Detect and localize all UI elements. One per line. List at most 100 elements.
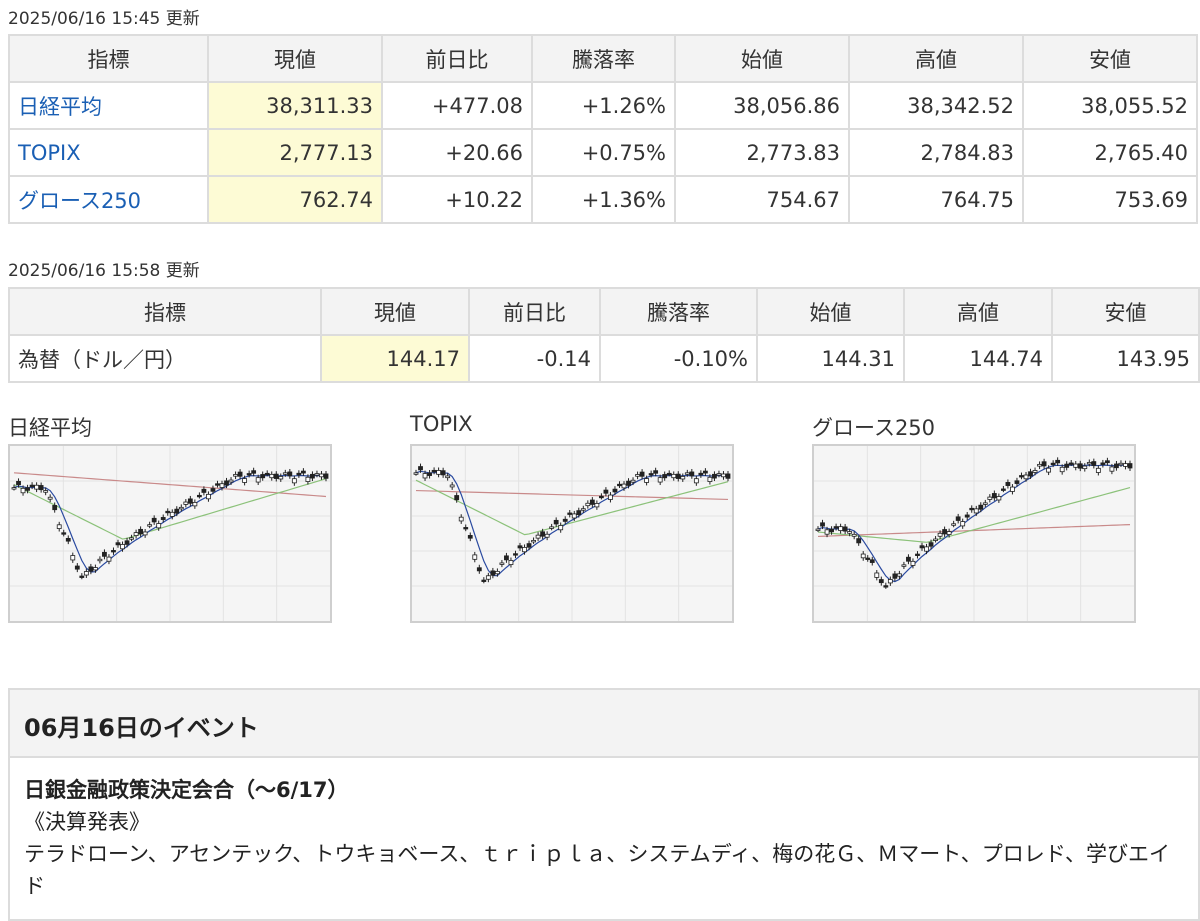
- candle-body: [824, 529, 830, 535]
- candle-body: [973, 508, 979, 514]
- candle-body: [910, 560, 916, 566]
- chart-topix[interactable]: [410, 444, 734, 623]
- candle-body: [933, 538, 938, 541]
- stock-index-table: 指標 現値 前日比 騰落率 始値 高値 安値 日経平均 38,311.33 +4…: [8, 34, 1198, 224]
- candle-body: [449, 484, 455, 488]
- candle-body: [427, 472, 432, 476]
- event-headline: 日銀金融政策決定会合（～6/17）: [24, 778, 349, 802]
- candle-body: [915, 553, 920, 556]
- candle-body: [106, 556, 112, 562]
- candle-body: [273, 473, 279, 479]
- candle-body: [92, 567, 98, 571]
- nikkei-candlestick-chart: [10, 446, 330, 621]
- candle-body: [657, 477, 663, 483]
- candle-body: [707, 476, 713, 482]
- fx-update-timestamp: 2025/06/16 15:58 更新: [8, 261, 200, 281]
- candle-body: [102, 551, 107, 557]
- candle-body: [1046, 467, 1052, 473]
- candle-body: [842, 526, 848, 532]
- nikkei-link[interactable]: 日経平均: [18, 94, 102, 119]
- candle-body: [120, 544, 125, 550]
- table-row: TOPIX 2,777.13 +20.66 +0.75% 2,773.83 2,…: [8, 128, 1198, 177]
- candle-body: [946, 531, 952, 535]
- candle-body: [74, 565, 80, 570]
- table-row: グロース250 762.74 +10.22 +1.36% 754.67 764.…: [8, 175, 1198, 224]
- candle-body: [269, 473, 275, 479]
- candle-body: [1014, 480, 1020, 484]
- high-value: 764.75: [848, 175, 1024, 224]
- candle-body: [97, 558, 103, 562]
- candle-body: [924, 546, 929, 552]
- table-row: 為替（ドル／円） 144.17 -0.14 -0.10% 144.31 144.…: [8, 334, 1200, 383]
- candle-body: [160, 517, 166, 520]
- candle-body: [260, 474, 266, 479]
- low-value: 143.95: [1051, 334, 1200, 383]
- candle-body: [485, 575, 491, 580]
- candle-body: [1041, 461, 1047, 467]
- candle-body: [34, 484, 40, 490]
- candle-body: [174, 508, 180, 514]
- candle-body: [675, 473, 681, 479]
- candle-body: [1091, 461, 1097, 466]
- candle-body: [138, 528, 144, 535]
- candle-body: [928, 542, 934, 547]
- candle-body: [815, 528, 821, 531]
- candle-body: [585, 502, 591, 507]
- candle-body: [535, 534, 541, 539]
- candle-body: [472, 554, 478, 560]
- candle-body: [1059, 466, 1065, 473]
- candle-body: [580, 508, 586, 511]
- candle-body: [608, 494, 613, 500]
- events-header: [10, 690, 1198, 758]
- change-value: +20.66: [381, 128, 533, 177]
- candle-body: [558, 525, 564, 531]
- candle-body: [847, 531, 853, 534]
- candle-body: [79, 575, 85, 578]
- candle-body: [680, 476, 686, 480]
- candle-body: [187, 498, 193, 504]
- candle-body: [43, 490, 49, 493]
- moving-average-line: [415, 489, 729, 501]
- candle-body: [11, 487, 17, 490]
- candle-body: [712, 473, 717, 479]
- header-open: 始値: [674, 34, 850, 83]
- candle-body: [178, 506, 184, 510]
- chart-grid: [814, 446, 1134, 621]
- change-value: +10.22: [381, 175, 533, 224]
- index-name-cell[interactable]: 日経平均: [8, 81, 209, 130]
- topix-link[interactable]: TOPIX: [18, 140, 81, 165]
- table-header-row: 指標 現値 前日比 騰落率 始値 高値 安値: [8, 287, 1200, 336]
- index-name-cell[interactable]: グロース250: [8, 175, 209, 224]
- candle-body: [1114, 463, 1119, 469]
- candle-body: [960, 521, 966, 527]
- candle-body: [29, 484, 35, 488]
- growth250-link[interactable]: グロース250: [18, 188, 142, 213]
- candle-body: [626, 480, 631, 486]
- candle-body: [165, 510, 171, 514]
- candle-body: [233, 474, 238, 477]
- candle-body: [83, 571, 89, 576]
- candle-body: [1050, 462, 1056, 466]
- candle-body: [1032, 470, 1038, 473]
- candle-body: [1023, 474, 1029, 480]
- candle-body: [183, 501, 189, 505]
- chart-growth250[interactable]: [812, 444, 1136, 623]
- candle-body: [215, 483, 220, 486]
- candle-body: [978, 504, 984, 510]
- candle-body: [982, 502, 988, 505]
- candle-body: [648, 473, 654, 476]
- candle-body: [883, 585, 889, 588]
- header-current: 現値: [207, 34, 383, 83]
- index-name-cell[interactable]: TOPIX: [8, 128, 209, 177]
- low-value: 753.69: [1022, 175, 1198, 224]
- candle-body: [508, 560, 514, 565]
- candle-body: [319, 473, 324, 478]
- high-value: 2,784.83: [848, 128, 1024, 177]
- candle-body: [964, 514, 970, 518]
- chart-nikkei[interactable]: [8, 444, 332, 623]
- candle-body: [133, 532, 139, 536]
- low-value: 38,055.52: [1022, 81, 1198, 130]
- candle-body: [716, 473, 722, 476]
- candle-body: [540, 531, 546, 537]
- moving-average-line: [415, 479, 729, 536]
